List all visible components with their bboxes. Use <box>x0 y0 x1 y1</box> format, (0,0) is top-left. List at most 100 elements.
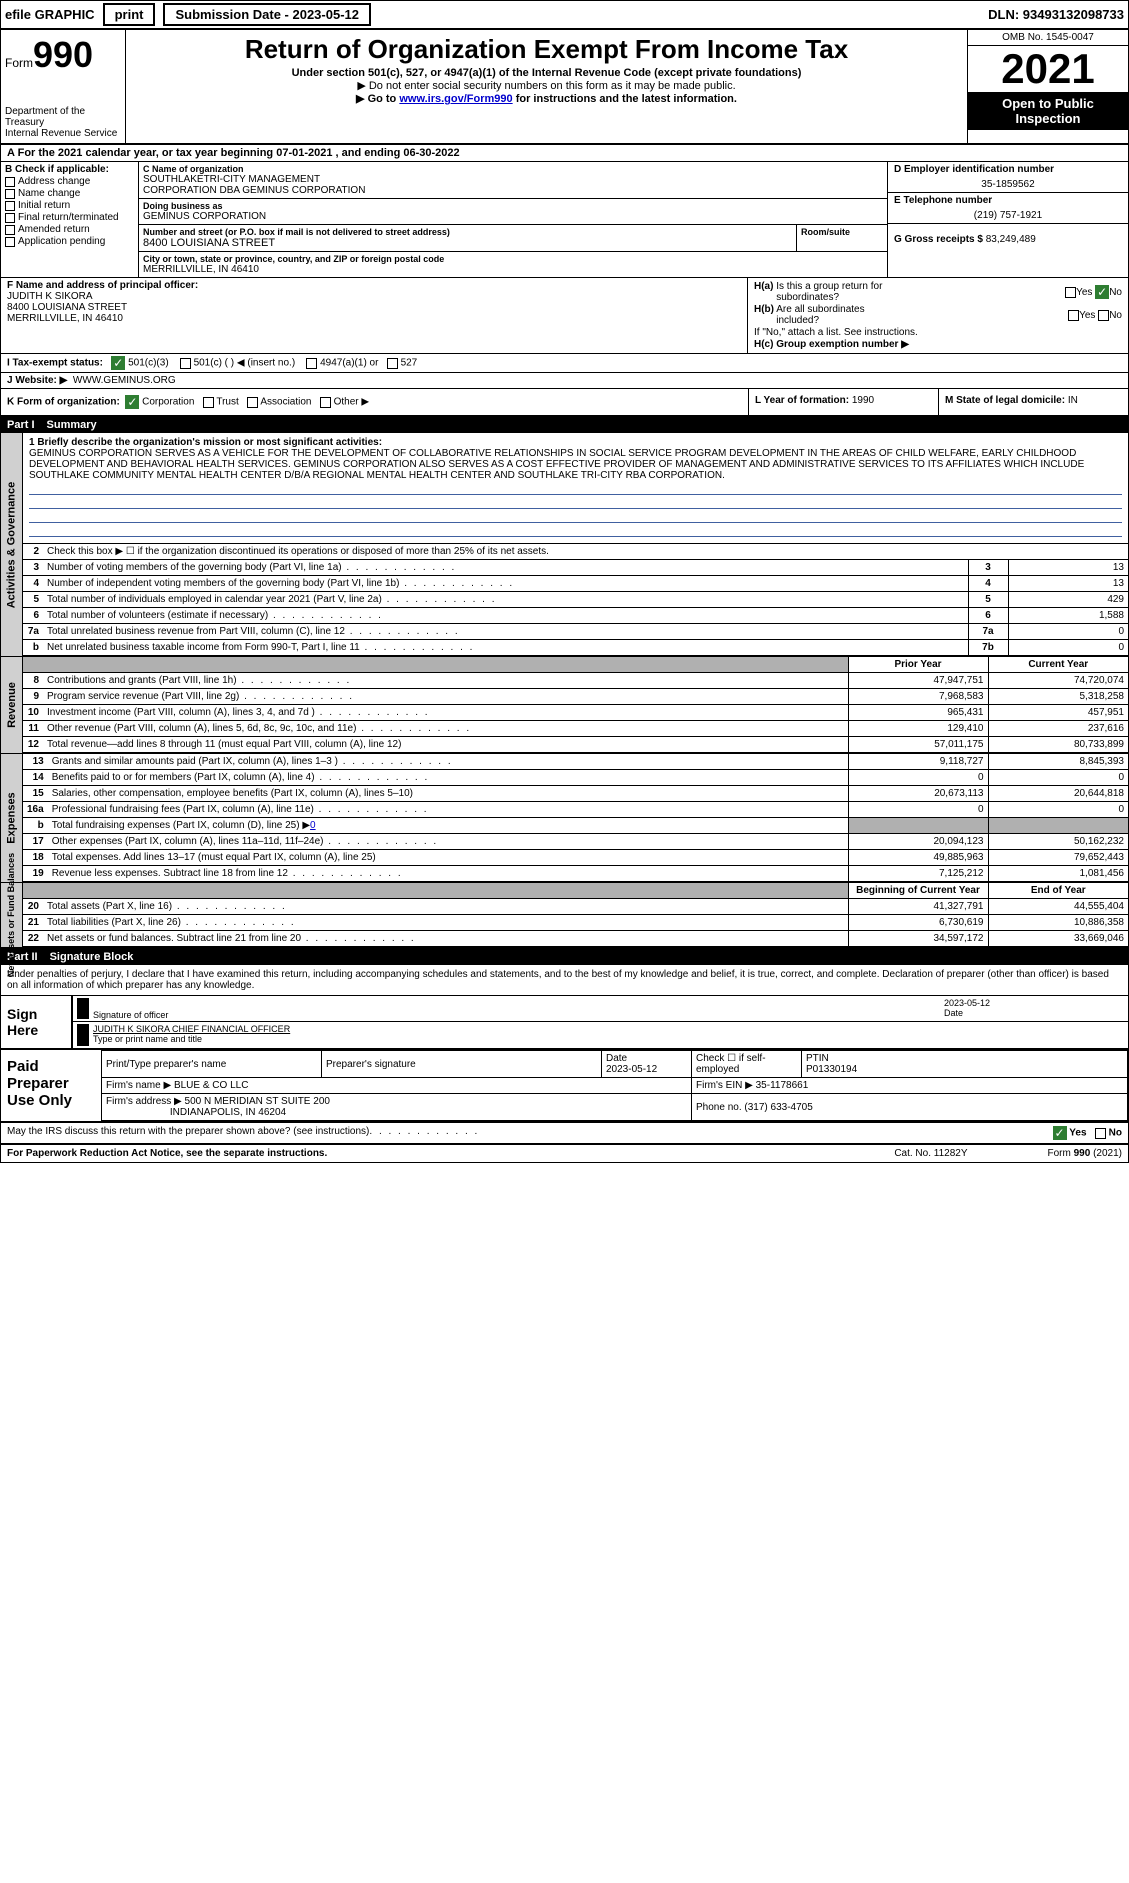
net-assets-section: Net Assets or Fund Balances Beginning of… <box>1 883 1128 949</box>
street-value: 8400 LOUISIANA STREET <box>143 237 792 249</box>
f-h-row: F Name and address of principal officer:… <box>1 278 1128 354</box>
form-title: Return of Organization Exempt From Incom… <box>134 34 959 65</box>
print-name-label: Print/Type preparer's name <box>106 1059 226 1070</box>
i-row: I Tax-exempt status: ✓ 501(c)(3) 501(c) … <box>1 354 1128 373</box>
ha-yes-checkbox[interactable] <box>1065 287 1076 298</box>
table-row: Print/Type preparer's name Preparer's si… <box>102 1051 1128 1078</box>
efile-label: efile GRAPHIC <box>5 7 95 22</box>
trust-label: Trust <box>216 397 238 408</box>
527-checkbox[interactable] <box>387 358 398 369</box>
initial-return-checkbox[interactable] <box>5 201 15 211</box>
table-row: 2Check this box ▶ ☐ if the organization … <box>23 544 1128 560</box>
activities-governance-section: Activities & Governance 1 Briefly descri… <box>1 433 1128 657</box>
d-ein-value: 35-1859562 <box>894 179 1122 190</box>
cy-header: Current Year <box>988 657 1128 673</box>
m-label: M State of legal domicile: <box>945 395 1068 406</box>
part2-title: Signature Block <box>50 951 134 963</box>
dln-label: DLN: 93493132098733 <box>988 7 1124 22</box>
line5-val: 429 <box>1008 592 1128 608</box>
table-row: 5Total number of individuals employed in… <box>23 592 1128 608</box>
part1-header: Part I Summary <box>1 417 1128 433</box>
assoc-label: Association <box>260 397 311 408</box>
form-subtitle-2: ▶ Do not enter social security numbers o… <box>134 79 959 92</box>
table-row: bTotal fundraising expenses (Part IX, co… <box>23 818 1128 834</box>
website-value: WWW.GEMINUS.ORG <box>73 375 176 386</box>
hb-yes-checkbox[interactable] <box>1068 310 1079 321</box>
501c3-checkbox[interactable]: ✓ <box>111 356 125 370</box>
rule-line <box>29 483 1122 495</box>
line7b-val: 0 <box>1008 640 1128 656</box>
discuss-yes-label: Yes <box>1069 1128 1086 1139</box>
paid-preparer-row: Paid Preparer Use Only Print/Type prepar… <box>1 1050 1128 1123</box>
ptin-value: P01330194 <box>806 1064 1123 1075</box>
f-street: 8400 LOUISIANA STREET <box>7 302 741 313</box>
line6-val: 1,588 <box>1008 608 1128 624</box>
revenue-section: Revenue Prior YearCurrent Year 8Contribu… <box>1 657 1128 754</box>
preparer-table: Print/Type preparer's name Preparer's si… <box>101 1050 1128 1121</box>
submission-date-button[interactable]: Submission Date - 2023-05-12 <box>163 3 371 26</box>
table-row: 12Total revenue—add lines 8 through 11 (… <box>23 737 1128 753</box>
check-b-label: B Check if applicable: <box>5 164 134 175</box>
part1-label: Part I <box>7 419 47 431</box>
table-row: 4Number of independent voting members of… <box>23 576 1128 592</box>
goto-prefix: ▶ Go to <box>356 93 399 105</box>
name-change-checkbox[interactable] <box>5 189 15 199</box>
form-header: Form990 Department of the Treasury Inter… <box>1 30 1128 145</box>
prep-date-value: 2023-05-12 <box>606 1064 687 1075</box>
entity-block: B Check if applicable: Address change Na… <box>1 162 1128 278</box>
sig-name-label: Type or print name and title <box>93 1034 1124 1044</box>
table-row: 8Contributions and grants (Part VIII, li… <box>23 673 1128 689</box>
line5-desc: Total number of individuals employed in … <box>43 592 968 608</box>
trust-checkbox[interactable] <box>203 397 214 408</box>
table-row: 9Program service revenue (Part VIII, lin… <box>23 689 1128 705</box>
gov-side-text: Activities & Governance <box>6 481 18 608</box>
rule-line <box>29 525 1122 537</box>
address-change-label: Address change <box>18 176 90 187</box>
discuss-no-checkbox[interactable] <box>1095 1128 1106 1139</box>
irs-label: Internal Revenue Service <box>5 128 121 139</box>
revenue-table: Prior YearCurrent Year 8Contributions an… <box>23 657 1128 753</box>
period-text-a: For the 2021 calendar year, or tax year … <box>18 147 277 159</box>
line4-val: 13 <box>1008 576 1128 592</box>
eoy-header: End of Year <box>988 883 1128 899</box>
firm-addr1: 500 N MERIDIAN ST SUITE 200 <box>185 1096 330 1107</box>
c-name-label: C Name of organization <box>143 164 883 174</box>
hb-no-checkbox[interactable] <box>1098 310 1109 321</box>
line7b-desc: Net unrelated business taxable income fr… <box>43 640 968 656</box>
boy-header: Beginning of Current Year <box>848 883 988 899</box>
501c-checkbox[interactable] <box>180 358 191 369</box>
gov-table: 2Check this box ▶ ☐ if the organization … <box>23 544 1128 656</box>
firm-name-value: BLUE & CO LLC <box>174 1080 248 1091</box>
ha-no-checkbox[interactable]: ✓ <box>1095 285 1109 299</box>
4947-checkbox[interactable] <box>306 358 317 369</box>
discuss-yes-checkbox[interactable]: ✓ <box>1053 1126 1067 1140</box>
table-row: 6Total number of volunteers (estimate if… <box>23 608 1128 624</box>
discuss-row: May the IRS discuss this return with the… <box>1 1123 1128 1145</box>
corp-checkbox[interactable]: ✓ <box>125 395 139 409</box>
other-checkbox[interactable] <box>320 397 331 408</box>
net-side-label: Net Assets or Fund Balances <box>1 883 23 947</box>
address-change-checkbox[interactable] <box>5 177 15 187</box>
firm-addr2: INDIANAPOLIS, IN 46204 <box>170 1107 286 1118</box>
table-row: 16aProfessional fundraising fees (Part I… <box>23 802 1128 818</box>
line4-desc: Number of independent voting members of … <box>43 576 968 592</box>
mission-block: 1 Briefly describe the organization's mi… <box>23 433 1128 544</box>
f-label: F Name and address of principal officer: <box>7 280 741 291</box>
period-text-b: , and ending <box>332 147 403 159</box>
table-row: 14Benefits paid to or for members (Part … <box>23 770 1128 786</box>
omb-number: OMB No. 1545-0047 <box>968 30 1128 46</box>
sig-declaration: Under penalties of perjury, I declare th… <box>1 965 1128 996</box>
application-pending-checkbox[interactable] <box>5 237 15 247</box>
period-begin: 07-01-2021 <box>276 147 332 159</box>
hc-label: H(c) Group exemption number ▶ <box>754 339 909 350</box>
amended-return-checkbox[interactable] <box>5 225 15 235</box>
city-label: City or town, state or province, country… <box>143 254 883 264</box>
table-row: Beginning of Current YearEnd of Year <box>23 883 1128 899</box>
final-return-checkbox[interactable] <box>5 213 15 223</box>
form990-link[interactable]: www.irs.gov/Form990 <box>399 93 512 105</box>
application-pending-label: Application pending <box>18 236 105 247</box>
assoc-checkbox[interactable] <box>247 397 258 408</box>
street-label: Number and street (or P.O. box if mail i… <box>143 227 792 237</box>
print-button[interactable]: print <box>103 3 156 26</box>
exp-side-text: Expenses <box>6 792 18 843</box>
